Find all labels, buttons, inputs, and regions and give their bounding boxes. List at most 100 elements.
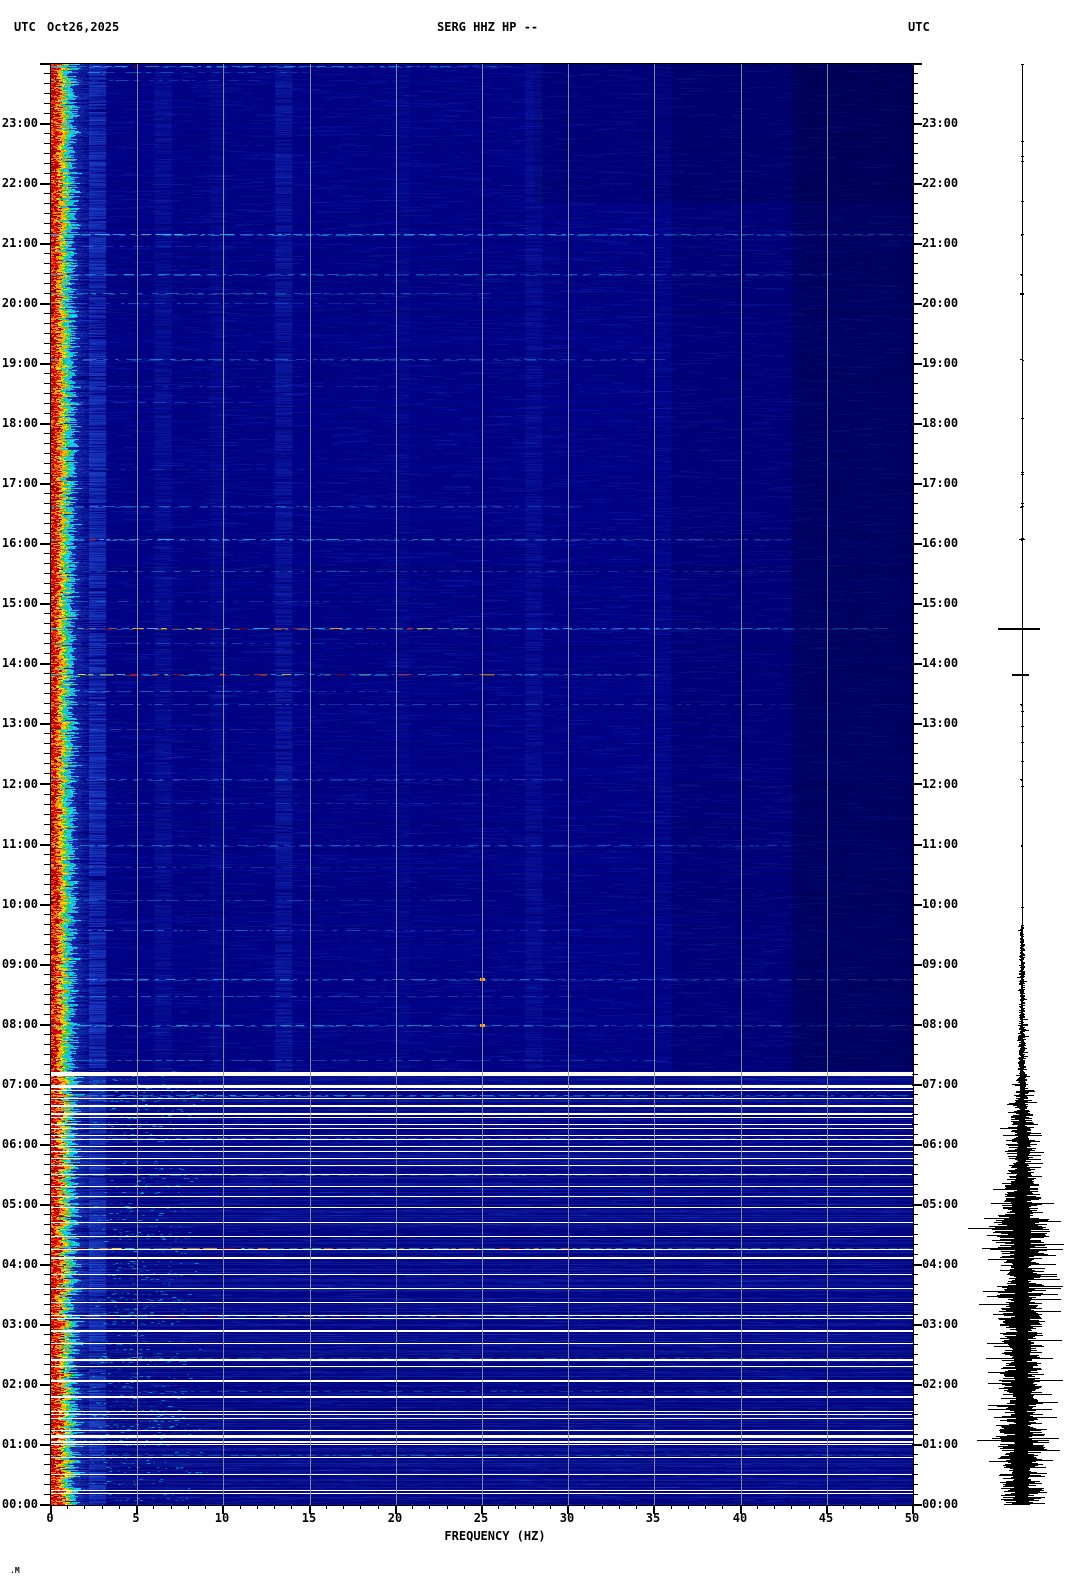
x-minor-tick: [619, 1505, 620, 1509]
x-minor-tick: [84, 1505, 85, 1509]
time-label-right: 21:00: [922, 236, 959, 251]
y-minor-tick-right: [912, 944, 918, 945]
y-minor-tick-right: [912, 1124, 918, 1125]
y-minor-tick-left: [44, 133, 50, 134]
x-minor-tick: [515, 1505, 516, 1509]
y-minor-tick-left: [44, 834, 50, 835]
y-minor-tick-left: [44, 573, 50, 574]
y-minor-tick-right: [912, 323, 918, 324]
y-minor-tick-right: [912, 1464, 918, 1465]
y-minor-tick-right: [912, 493, 918, 494]
y-minor-tick-right: [912, 263, 918, 264]
y-minor-tick-right: [912, 653, 918, 654]
y-minor-tick-left: [44, 934, 50, 935]
x-minor-tick: [153, 1505, 154, 1509]
y-minor-tick-left: [44, 613, 50, 614]
y-minor-tick-left: [44, 1484, 50, 1485]
y-minor-tick-right: [912, 1194, 918, 1195]
y-minor-tick-right: [912, 1474, 918, 1475]
y-minor-tick-left: [44, 1114, 50, 1115]
y-minor-tick-left: [44, 1184, 50, 1185]
y-minor-tick-right: [912, 583, 918, 584]
y-major-tick-left: [40, 603, 50, 605]
y-minor-tick-left: [44, 1104, 50, 1105]
y-minor-tick-right: [912, 1454, 918, 1455]
time-label-left: 07:00: [1, 1076, 38, 1091]
time-label-left: 19:00: [1, 356, 38, 371]
time-label-right: 10:00: [922, 896, 959, 911]
time-label-left: 01:00: [1, 1436, 38, 1451]
y-major-tick-left: [40, 844, 50, 846]
y-minor-tick-right: [912, 563, 918, 564]
x-minor-tick: [412, 1505, 413, 1509]
corner-mark: .M: [10, 1566, 20, 1575]
y-major-tick-left: [40, 483, 50, 485]
y-major-tick-right: [912, 303, 922, 305]
y-minor-tick-left: [44, 413, 50, 414]
y-minor-tick-right: [912, 1154, 918, 1155]
y-minor-tick-right: [912, 403, 918, 404]
freq-tick-label: 0: [46, 1511, 54, 1525]
y-minor-tick-right: [912, 1284, 918, 1285]
freq-tick-label: 5: [132, 1511, 140, 1525]
y-minor-tick-left: [44, 994, 50, 995]
y-minor-tick-right: [912, 213, 918, 214]
y-minor-tick-right: [912, 864, 918, 865]
y-minor-tick-right: [912, 1394, 918, 1395]
y-minor-tick-right: [912, 934, 918, 935]
y-minor-tick-right: [912, 673, 918, 674]
y-major-tick-left: [40, 663, 50, 665]
x-minor-tick: [274, 1505, 275, 1509]
time-label-right: 04:00: [922, 1256, 959, 1271]
y-minor-tick-right: [912, 503, 918, 504]
y-minor-tick-right: [912, 703, 918, 704]
y-minor-tick-right: [912, 1484, 918, 1485]
y-minor-tick-left: [44, 333, 50, 334]
y-minor-tick-left: [44, 523, 50, 524]
x-minor-tick: [429, 1505, 430, 1509]
y-minor-tick-left: [44, 103, 50, 104]
y-minor-tick-right: [912, 353, 918, 354]
time-label-right: 00:00: [922, 1497, 959, 1511]
x-major-tick: [309, 1505, 311, 1514]
y-minor-tick-left: [44, 753, 50, 754]
y-minor-tick-left: [44, 1334, 50, 1335]
y-minor-tick-left: [44, 73, 50, 74]
y-major-tick-left: [40, 243, 50, 245]
time-label-left: 21:00: [1, 236, 38, 251]
date-label: Oct26,2025: [47, 20, 120, 34]
y-minor-tick-left: [44, 553, 50, 554]
y-minor-tick-left: [44, 1464, 50, 1465]
time-label-right: 01:00: [922, 1436, 959, 1451]
y-minor-tick-left: [44, 1344, 50, 1345]
y-minor-tick-right: [912, 463, 918, 464]
y-minor-tick-right: [912, 83, 918, 84]
x-major-tick: [653, 1505, 655, 1514]
y-minor-tick-right: [912, 1234, 918, 1235]
y-minor-tick-left: [44, 1414, 50, 1415]
y-minor-tick-right: [912, 313, 918, 314]
y-minor-tick-right: [912, 1374, 918, 1375]
y-minor-tick-right: [912, 854, 918, 855]
station-title: SERG HHZ HP --: [437, 20, 539, 34]
y-minor-tick-left: [44, 1234, 50, 1235]
y-minor-tick-right: [912, 1414, 918, 1415]
time-label-right: 13:00: [922, 716, 959, 731]
y-minor-tick-left: [44, 473, 50, 474]
y-minor-tick-right: [912, 433, 918, 434]
y-minor-tick-left: [44, 143, 50, 144]
y-minor-tick-left: [44, 1274, 50, 1275]
y-minor-tick-right: [912, 193, 918, 194]
y-minor-tick-right: [912, 553, 918, 554]
time-label-left: 02:00: [1, 1376, 38, 1391]
y-minor-tick-left: [44, 824, 50, 825]
y-minor-tick-right: [912, 443, 918, 444]
y-minor-tick-left: [44, 733, 50, 734]
y-major-tick-left: [40, 1324, 50, 1326]
y-minor-tick-left: [44, 283, 50, 284]
x-minor-tick: [343, 1505, 344, 1509]
time-label-right: 11:00: [922, 836, 959, 851]
y-minor-tick-right: [912, 954, 918, 955]
y-major-tick-left: [40, 303, 50, 305]
x-minor-tick: [705, 1505, 706, 1509]
